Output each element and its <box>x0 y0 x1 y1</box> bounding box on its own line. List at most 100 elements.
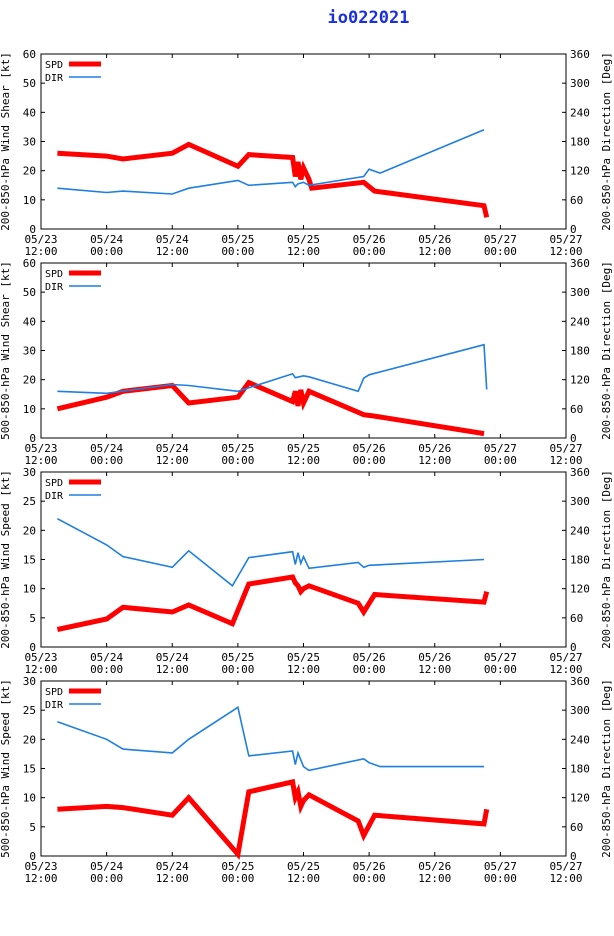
x-tick-label-time: 00:00 <box>221 245 254 258</box>
y-right-tick-label: 300 <box>570 704 590 717</box>
x-tick-label-date: 05/25 <box>221 651 254 664</box>
y-right-tick-label: 240 <box>570 315 590 328</box>
x-tick-label-time: 12:00 <box>287 454 320 467</box>
plot-frame <box>40 262 567 439</box>
x-tick-label-time: 00:00 <box>90 663 123 676</box>
legend-label-dir: DIR <box>45 491 64 502</box>
y-left-tick-label: 15 <box>23 763 36 776</box>
y-right-tick-label: 300 <box>570 77 590 90</box>
y-right-tick-label: 120 <box>570 792 590 805</box>
x-tick-label-time: 12:00 <box>156 454 189 467</box>
x-tick-label-time: 12:00 <box>418 872 451 885</box>
x-tick-label-date: 05/26 <box>418 233 451 246</box>
y-right-tick-label: 60 <box>570 403 583 416</box>
x-tick-label-date: 05/27 <box>549 442 582 455</box>
series-line-dir <box>57 129 485 195</box>
x-tick-label-date: 05/23 <box>24 442 57 455</box>
plot-frame <box>40 471 567 648</box>
x-tick-label-date: 05/25 <box>287 233 320 246</box>
x-tick-label-time: 00:00 <box>221 872 254 885</box>
y-left-tick-label: 20 <box>23 374 36 387</box>
x-tick-label-time: 12:00 <box>287 245 320 258</box>
legend-label-dir: DIR <box>45 700 64 711</box>
y-left-tick-label: 25 <box>23 495 36 508</box>
series-line-spd <box>57 141 490 218</box>
x-tick-label-time: 00:00 <box>90 454 123 467</box>
x-tick-label-date: 05/24 <box>156 860 189 873</box>
y-right-tick-label: 360 <box>570 675 590 688</box>
y-right-tick-label: 60 <box>570 612 583 625</box>
x-tick-label-date: 05/26 <box>418 860 451 873</box>
x-tick-label-time: 00:00 <box>90 872 123 885</box>
y-right-tick-label: 120 <box>570 165 590 178</box>
x-tick-label-date: 05/26 <box>353 442 386 455</box>
y-left-axis-title: 200-850-hPa Wind Shear [kt] <box>0 52 12 231</box>
y-right-tick-label: 0 <box>570 641 577 654</box>
y-right-axis-title: 200-850-hPa Direction [Deg] <box>600 261 613 440</box>
x-tick-label-date: 05/23 <box>24 233 57 246</box>
legend-label-dir: DIR <box>45 282 64 293</box>
x-tick-label-time: 12:00 <box>24 872 57 885</box>
y-left-tick-label: 30 <box>23 466 36 479</box>
x-tick-label-time: 00:00 <box>484 872 517 885</box>
series-line-spd <box>57 778 490 860</box>
y-left-tick-label: 60 <box>23 48 36 61</box>
x-tick-label-date: 05/24 <box>156 233 189 246</box>
y-left-tick-label: 60 <box>23 257 36 270</box>
x-tick-label-date: 05/25 <box>221 442 254 455</box>
x-tick-label-date: 05/24 <box>90 651 123 664</box>
chart-panel-3: 05101520253006012018024030036005/2312:00… <box>0 466 613 676</box>
y-left-tick-label: 40 <box>23 106 36 119</box>
x-tick-label-date: 05/25 <box>221 860 254 873</box>
y-left-tick-label: 50 <box>23 286 36 299</box>
x-tick-label-time: 00:00 <box>353 872 386 885</box>
y-right-tick-label: 120 <box>570 583 590 596</box>
x-tick-label-date: 05/27 <box>549 651 582 664</box>
x-tick-label-date: 05/23 <box>24 651 57 664</box>
x-tick-label-time: 12:00 <box>549 245 582 258</box>
legend-label-spd: SPD <box>45 687 63 698</box>
x-tick-label-time: 12:00 <box>24 663 57 676</box>
y-left-tick-label: 5 <box>29 821 36 834</box>
y-right-axis-title: 200-850-hPa Direction [Deg] <box>600 52 613 231</box>
x-tick-label-date: 05/27 <box>484 233 517 246</box>
y-left-tick-label: 5 <box>29 612 36 625</box>
y-right-tick-label: 360 <box>570 257 590 270</box>
legend-label-spd: SPD <box>45 60 63 71</box>
y-left-tick-label: 20 <box>23 165 36 178</box>
y-left-axis-title: 500-850-hPa Wind Speed [kt] <box>0 679 12 858</box>
x-tick-label-date: 05/26 <box>353 860 386 873</box>
y-left-tick-label: 0 <box>29 432 36 445</box>
y-left-tick-label: 15 <box>23 554 36 567</box>
legend-label-spd: SPD <box>45 478 63 489</box>
x-tick-label-time: 00:00 <box>353 454 386 467</box>
x-tick-label-date: 05/25 <box>287 651 320 664</box>
x-tick-label-date: 05/27 <box>484 651 517 664</box>
x-tick-label-date: 05/24 <box>90 860 123 873</box>
legend-label-spd: SPD <box>45 269 63 280</box>
x-tick-label-time: 12:00 <box>287 872 320 885</box>
y-right-tick-label: 60 <box>570 194 583 207</box>
x-tick-label-date: 05/24 <box>156 442 189 455</box>
y-right-tick-label: 300 <box>570 495 590 508</box>
x-tick-label-time: 00:00 <box>90 245 123 258</box>
x-tick-label-date: 05/24 <box>156 651 189 664</box>
y-right-tick-label: 240 <box>570 733 590 746</box>
y-left-tick-label: 20 <box>23 524 36 537</box>
y-left-tick-label: 0 <box>29 223 36 236</box>
x-tick-label-date: 05/26 <box>353 651 386 664</box>
y-left-axis-title: 200-850-hPa Wind Speed [kt] <box>0 470 12 649</box>
x-tick-label-date: 05/26 <box>353 233 386 246</box>
y-left-tick-label: 0 <box>29 641 36 654</box>
x-tick-label-date: 05/27 <box>549 233 582 246</box>
y-left-tick-label: 30 <box>23 675 36 688</box>
x-tick-label-date: 05/27 <box>549 860 582 873</box>
series-line-dir <box>57 343 488 395</box>
series-line-dir <box>57 517 485 588</box>
y-right-tick-label: 180 <box>570 345 590 358</box>
x-tick-label-time: 12:00 <box>156 245 189 258</box>
plot-frame <box>40 53 567 230</box>
y-right-tick-label: 300 <box>570 286 590 299</box>
y-right-axis-title: 200-850-hPa Direction [Deg] <box>600 470 613 649</box>
y-right-tick-label: 180 <box>570 763 590 776</box>
